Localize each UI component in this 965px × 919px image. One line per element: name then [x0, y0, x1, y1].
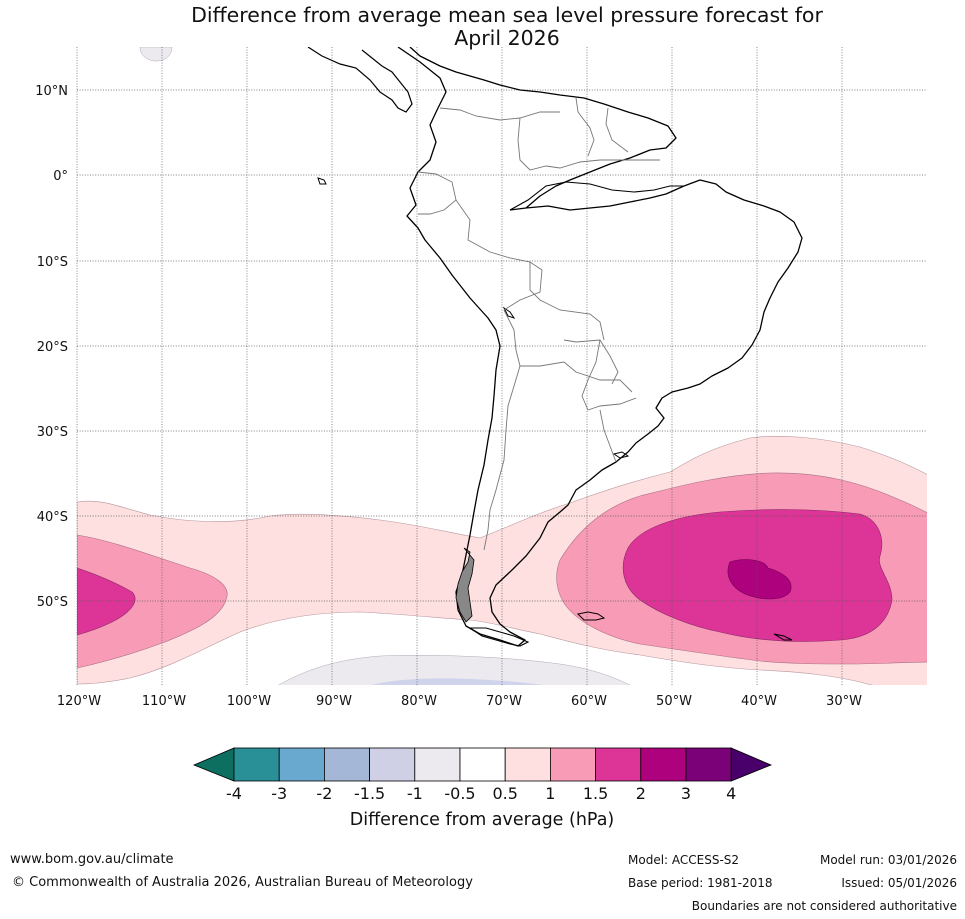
colorbar-cell-3 [323, 747, 370, 782]
lon-label-110w: 110°W [142, 694, 186, 709]
chile-archipelago [455, 547, 475, 623]
anomaly-plus-2-core [727, 559, 792, 600]
colorbar-cell-10 [640, 747, 687, 782]
footer-disclaimer: Boundaries are not considered authoritat… [691, 899, 957, 913]
lat-label-10n: 10°N [35, 84, 68, 99]
colorbar-tick-5: -1 [407, 784, 423, 803]
lon-label-90w: 90°W [316, 694, 352, 709]
colorbar-tick-11: 3 [681, 784, 691, 803]
anomaly-minus-0.5-south [278, 655, 631, 685]
colorbar-tick-6: -0.5 [444, 784, 475, 803]
title-line-1: Difference from average mean sea level p… [191, 3, 823, 27]
lon-label-50w: 50°W [656, 694, 692, 709]
lat-label-50s: 50°S [37, 595, 68, 610]
lon-label-60w: 60°W [571, 694, 607, 709]
colorbar-cell-11 [685, 747, 732, 782]
footer-base-period: Base period: 1981-2018 [628, 876, 773, 890]
amazon-river [509, 181, 684, 211]
footer-model: Model: ACCESS-S2 [628, 853, 740, 867]
title-line-2: April 2026 [454, 26, 560, 50]
colorbar-cell-4 [369, 747, 416, 782]
lat-label-40s: 40°S [37, 510, 68, 525]
colorbar-tick-10: 2 [636, 784, 646, 803]
colorbar-extend-right [730, 747, 773, 782]
colorbar-cell-7 [504, 747, 551, 782]
colorbar-cell-2 [278, 747, 325, 782]
anomaly-minus-0.5-north [139, 47, 173, 62]
lon-label-100w: 100°W [227, 694, 271, 709]
south-georgia [773, 633, 793, 641]
lat-label-30s: 30°S [37, 425, 68, 440]
anomaly-plus-1 [77, 534, 228, 669]
colorbar-tick-9: 1.5 [583, 784, 608, 803]
colorbar-extend-left [192, 747, 235, 782]
chart-title: Difference from average mean sea level p… [0, 4, 965, 50]
central-america-coastline [307, 47, 413, 113]
coastlines [307, 47, 803, 647]
footer-model-run: Model run: 03/01/2026 [819, 853, 957, 867]
country-borders [417, 97, 660, 551]
anomaly-field [77, 47, 927, 685]
lake-titicaca [502, 306, 516, 319]
footer-copyright: © Commonwealth of Australia 2026, Austra… [12, 875, 473, 890]
tierra-del-fuego [468, 627, 530, 647]
lon-label-70w: 70°W [486, 694, 522, 709]
colorbar-tick-3: -2 [316, 784, 332, 803]
south-america-coastline [397, 47, 803, 647]
falkland-islands [576, 611, 606, 621]
colorbar-tick-7: 0.5 [492, 784, 517, 803]
galapagos [317, 177, 327, 185]
lat-labels: 10°N 0° 10°S 20°S 30°S 40°S 50°S [35, 84, 68, 610]
colorbar-cell-5 [414, 747, 461, 782]
footer-issued: Issued: 05/01/2026 [841, 876, 957, 890]
colorbar-cell-6 [459, 747, 506, 782]
lon-label-80w: 80°W [401, 694, 437, 709]
anomaly-minus-1-south [371, 678, 543, 685]
lon-label-120w: 120°W [57, 694, 101, 709]
colorbar-tick-2: -3 [271, 784, 287, 803]
colorbar: -4 -3 -2 -1.5 -1 -0.5 0.5 1 1.5 2 3 4 Di… [192, 747, 773, 830]
colorbar-cell-1 [233, 747, 280, 782]
lat-label-0: 0° [53, 169, 68, 184]
colorbar-tick-12: 4 [726, 784, 736, 803]
footer-url[interactable]: www.bom.gov.au/climate [10, 852, 174, 867]
lagoa-dos-patos [612, 451, 630, 459]
colorbar-tick-8: 1 [545, 784, 555, 803]
colorbar-title: Difference from average (hPa) [350, 810, 615, 830]
lon-labels: 120°W 110°W 100°W 90°W 80°W 70°W 60°W 50… [57, 694, 862, 709]
lat-label-10s: 10°S [37, 255, 68, 270]
anomaly-plus-1.5-west [77, 567, 136, 636]
colorbar-cell-8 [550, 747, 597, 782]
lon-label-40w: 40°W [741, 694, 777, 709]
lon-label-30w: 30°W [826, 694, 862, 709]
lat-label-20s: 20°S [37, 340, 68, 355]
colorbar-tick-4: -1.5 [354, 784, 385, 803]
colorbar-tick-1: -4 [226, 784, 242, 803]
colorbar-cell-9 [595, 747, 642, 782]
